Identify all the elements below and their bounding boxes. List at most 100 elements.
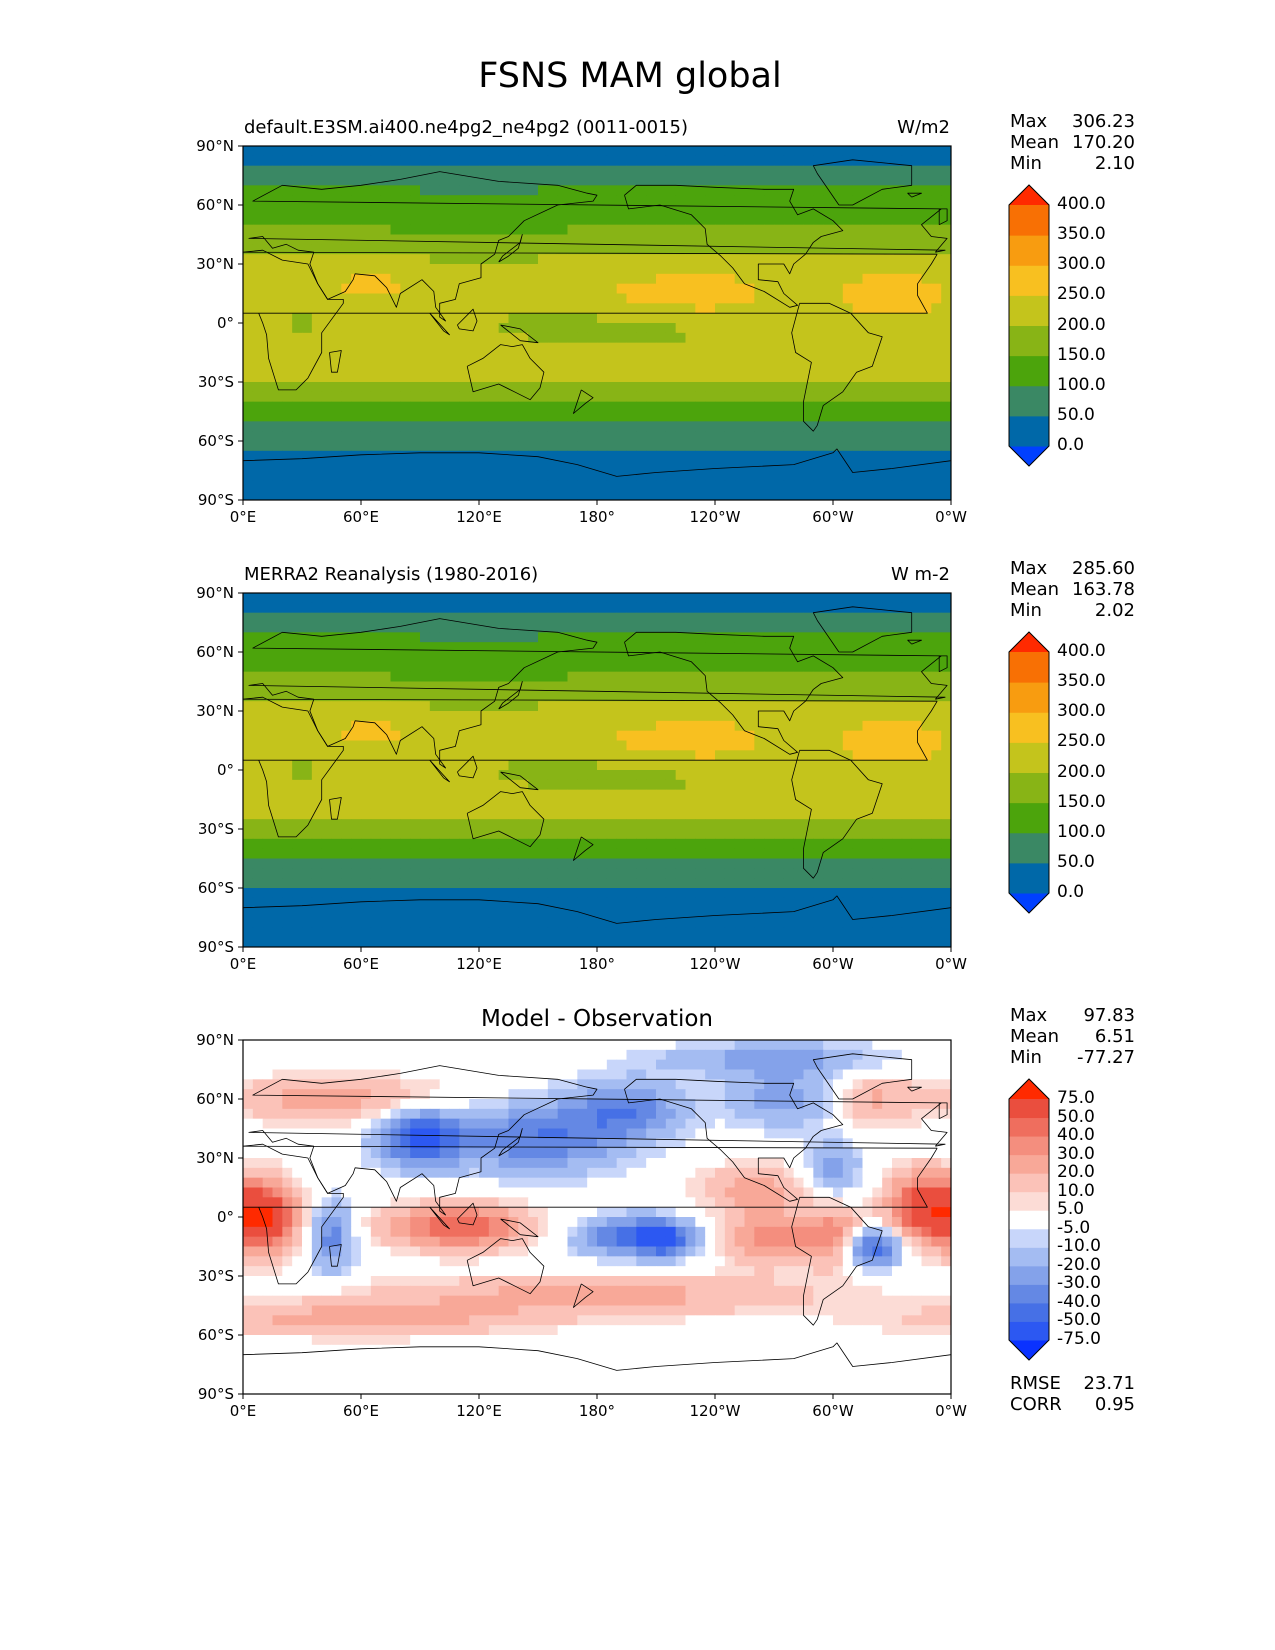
field-cell — [705, 490, 716, 501]
field-cell — [557, 175, 568, 186]
field-cell — [311, 602, 323, 614]
field-cell — [370, 691, 382, 702]
field-cell — [921, 593, 932, 604]
field-cell — [252, 691, 264, 702]
field-cell — [518, 146, 529, 157]
field-cell — [764, 681, 775, 692]
field-cell — [774, 205, 785, 216]
field-cell — [479, 441, 490, 452]
field-cell — [528, 411, 539, 422]
field-cell — [262, 779, 273, 791]
field-cell — [321, 829, 332, 840]
field-cell — [518, 622, 529, 633]
field-cell — [862, 401, 873, 412]
field-cell — [626, 730, 637, 741]
field-cell — [302, 273, 313, 285]
field-cell — [882, 382, 893, 393]
field-cell — [243, 622, 254, 633]
field-cell — [361, 146, 372, 157]
field-cell — [508, 293, 519, 304]
field-cell — [734, 372, 745, 383]
field-cell — [597, 770, 608, 781]
field-cell — [459, 701, 470, 712]
field-cell — [793, 165, 804, 176]
field-cell — [754, 819, 765, 830]
field-cell — [901, 740, 913, 751]
field-cell — [547, 819, 559, 830]
field-cell — [744, 720, 755, 732]
field-cell — [774, 244, 785, 255]
field-cell — [921, 244, 932, 255]
field-cell — [361, 642, 372, 653]
field-cell — [469, 711, 480, 722]
field-cell — [803, 878, 814, 889]
field-cell — [911, 730, 922, 741]
field-cell — [793, 612, 804, 623]
field-cell — [911, 332, 922, 344]
field-cell — [783, 411, 795, 422]
field-cell — [321, 642, 332, 653]
field-cell — [351, 234, 362, 245]
field-cell — [931, 858, 942, 869]
field-cell — [302, 195, 313, 206]
field-cell — [302, 720, 313, 732]
field-cell — [361, 622, 372, 633]
field-cell — [479, 711, 490, 722]
field-cell — [793, 868, 804, 879]
field-cell — [597, 701, 608, 712]
field-cell — [272, 490, 283, 501]
panel2-units: W m-2 — [890, 564, 950, 585]
field-cell — [321, 897, 332, 909]
field-cell — [321, 441, 332, 452]
field-cell — [400, 779, 411, 791]
field-cell — [872, 819, 883, 830]
field-cell — [626, 441, 637, 452]
field-cell — [459, 411, 470, 422]
field-cell — [370, 661, 382, 673]
coastline — [457, 308, 478, 332]
field-cell — [341, 711, 352, 722]
field-cell — [862, 441, 873, 452]
field-cell — [420, 293, 431, 304]
field-cell — [370, 372, 382, 383]
field-cell — [341, 848, 352, 859]
field-cell — [508, 602, 519, 614]
field-cell — [557, 146, 568, 157]
field-cell — [429, 185, 441, 196]
field-cell — [252, 155, 264, 167]
field-cell — [636, 888, 647, 899]
field-cell — [685, 848, 696, 859]
field-cell — [754, 750, 765, 761]
field-cell — [488, 441, 500, 452]
field-cell — [724, 681, 736, 692]
field-cell — [616, 411, 627, 422]
field-cell — [675, 214, 686, 226]
field-cell — [764, 848, 775, 859]
field-cell — [282, 460, 293, 471]
field-cell — [695, 303, 706, 314]
field-cell — [282, 661, 293, 673]
field-cell — [685, 779, 696, 791]
field-cell — [547, 897, 559, 909]
field-cell — [901, 799, 913, 810]
field-cell — [488, 612, 500, 623]
field-cell — [488, 838, 500, 850]
field-cell — [370, 303, 382, 314]
field-cell — [813, 740, 824, 751]
field-cell — [272, 146, 283, 157]
field-cell — [941, 770, 952, 781]
field-cell — [744, 602, 755, 614]
field-cell — [557, 470, 568, 481]
field-cell — [754, 878, 765, 889]
field-cell — [577, 254, 588, 265]
field-cell — [695, 224, 706, 235]
field-cell — [390, 681, 401, 692]
field-cell — [626, 789, 637, 800]
field-cell — [744, 470, 755, 481]
field-cell — [243, 838, 254, 850]
field-cell — [774, 490, 785, 501]
field-cell — [439, 770, 450, 781]
field-cell — [646, 760, 657, 771]
field-cell — [538, 602, 549, 614]
field-cell — [587, 720, 598, 732]
